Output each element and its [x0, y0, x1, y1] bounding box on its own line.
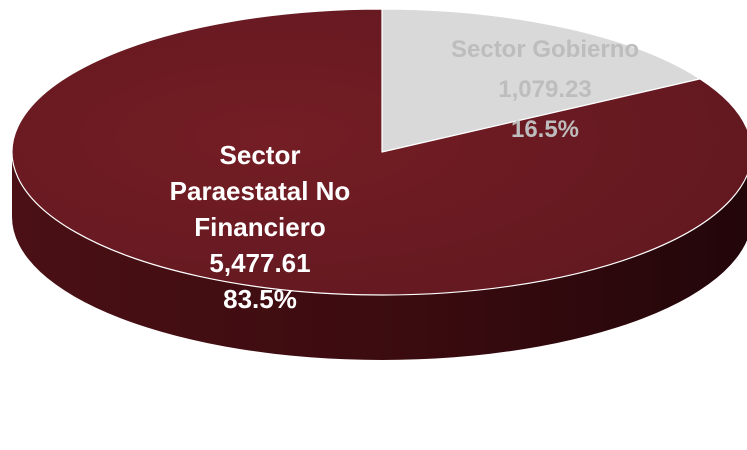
slice-value-gobierno: 1,079.23: [498, 76, 592, 103]
pie-slice-gobierno: [381, 8, 701, 153]
slice-value-paraestatal: 5,477.61: [209, 248, 311, 278]
pie-side-wall-paraestatal: [12, 152, 747, 360]
slice-label-paraestatal: Sector Paraestatal No Financiero 5,477.6…: [130, 137, 390, 317]
slice-label-paraestatal-line-2: Paraestatal No: [169, 176, 351, 206]
pie-group: [11, 8, 747, 360]
slice-label-gobierno: Sector Gobierno 1,079.23 16.5%: [410, 30, 680, 150]
slice-label-paraestatal-line-3: Financiero: [194, 212, 326, 242]
pie-slice-paraestatal: [11, 8, 747, 296]
slice-label-paraestatal-line-1: Sector: [219, 140, 301, 170]
slice-percent-paraestatal: 83.5%: [223, 284, 297, 314]
slice-label-gobierno-line-1: Sector Gobierno: [450, 36, 640, 63]
slice-percent-gobierno: 16.5%: [510, 116, 580, 143]
